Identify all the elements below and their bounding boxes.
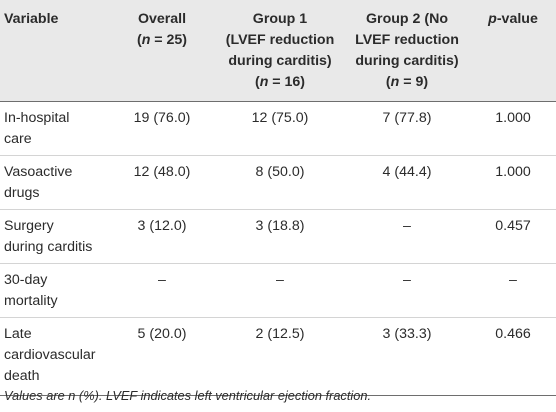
header-variable: Variable [0,0,108,102]
cell-group2: 7 (77.8) [344,101,470,156]
header-group2-line2: LVEF reduction [355,32,459,48]
header-p-value-label: p-value [488,11,538,27]
cell-group2: 3 (33.3) [344,317,470,396]
header-row: Variable Overall (n = 25) Group 1 (LVEF … [0,0,556,102]
header-overall-n: (n = 25) [136,32,188,48]
cell-group2: – [344,263,470,318]
cell-overall: 3 (12.0) [108,209,216,264]
cell-overall: 19 (76.0) [108,101,216,156]
header-group1-line3: during carditis) [228,53,332,69]
data-table-container: Variable Overall (n = 25) Group 1 (LVEF … [0,0,556,396]
table-footnote: Values are n (%). LVEF indicates left ve… [4,388,372,403]
cell-p-value: 0.466 [470,317,556,396]
header-group2: Group 2 (No LVEF reduction during cardit… [344,0,470,102]
cell-variable: Vasoactive drugs [0,155,108,210]
cell-p-value: – [470,263,556,318]
cell-group1: 2 (12.5) [216,317,344,396]
table-header: Variable Overall (n = 25) Group 1 (LVEF … [0,0,556,102]
cell-variable-line: care [4,131,32,147]
header-group2-n: (n = 9) [385,74,429,90]
cell-group2: 4 (44.4) [344,155,470,210]
results-table: Variable Overall (n = 25) Group 1 (LVEF … [0,0,556,396]
cell-variable-line: Surgery [4,218,54,234]
table-row: Vasoactive drugs 12 (48.0) 8 (50.0) 4 (44.4)… [0,155,556,210]
cell-group1: – [216,263,344,318]
cell-variable-line: drugs [4,185,40,201]
header-overall: Overall (n = 25) [108,0,216,102]
cell-overall: – [108,263,216,318]
cell-variable-line: death [4,368,40,384]
cell-group1: 3 (18.8) [216,209,344,264]
cell-p-value: 1.000 [470,155,556,210]
cell-variable: In-hospital care [0,101,108,156]
header-group1-n: (n = 16) [254,74,306,90]
cell-variable-line: Vasoactive [4,164,73,180]
table-row: Late cardiovascular death 5 (20.0) 2 (12.5) 3… [0,317,556,396]
header-p-value: p-value [470,0,556,102]
table-body: In-hospital care 19 (76.0) 12 (75.0) 7 (77.8… [0,101,556,396]
header-variable-line: Variable [4,11,59,27]
cell-variable-line: 30-day [4,272,48,288]
table-row: 30-day mortality – – – – [0,263,556,318]
header-group1: Group 1 (LVEF reduction during carditis)… [216,0,344,102]
header-group2-title: Group 2 (No [366,11,448,27]
table-row: Surgery during carditis 3 (12.0) 3 (18.8) –0… [0,209,556,264]
header-group1-title: Group 1 [252,11,308,27]
cell-group1: 8 (50.0) [216,155,344,210]
cell-variable-line: In-hospital [4,110,70,126]
table-row: In-hospital care 19 (76.0) 12 (75.0) 7 (77.8… [0,101,556,156]
cell-variable: Surgery during carditis [0,209,108,264]
header-overall-title: Overall [137,11,187,27]
cell-variable-line: Late [4,326,32,342]
cell-group1: 12 (75.0) [216,101,344,156]
cell-variable: Late cardiovascular death [0,317,108,396]
cell-p-value: 1.000 [470,101,556,156]
cell-overall: 5 (20.0) [108,317,216,396]
header-group1-line2: (LVEF reduction [225,32,335,48]
cell-group2: – [344,209,470,264]
cell-overall: 12 (48.0) [108,155,216,210]
cell-variable-line: mortality [4,293,58,309]
cell-variable-line: cardiovascular [4,347,96,363]
cell-p-value: 0.457 [470,209,556,264]
cell-variable-line: during carditis [4,239,93,255]
cell-variable: 30-day mortality [0,263,108,318]
header-group2-line3: during carditis) [355,53,459,69]
